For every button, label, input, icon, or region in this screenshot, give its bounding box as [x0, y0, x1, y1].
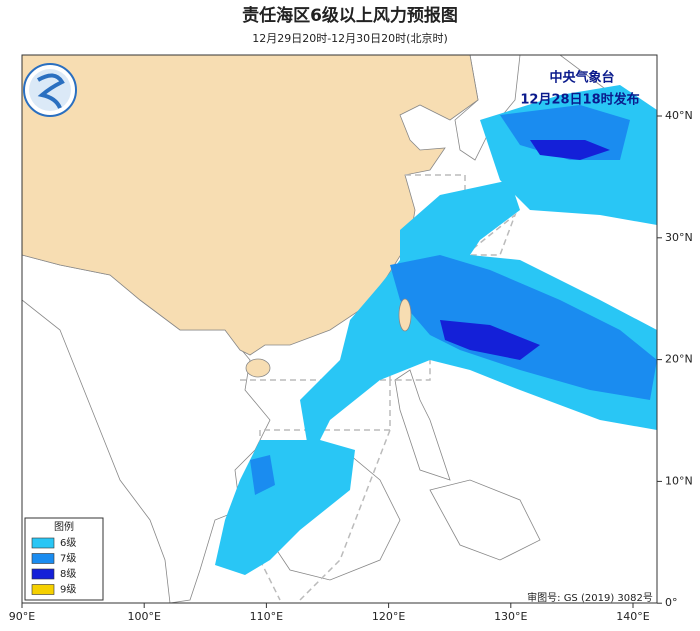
legend-swatch [31, 584, 55, 595]
title: 责任海区6级以上风力预报图 [242, 5, 458, 26]
legend-label: 9级 [60, 584, 76, 596]
legend-swatch [31, 537, 55, 549]
wind-area [440, 320, 540, 360]
legend-label: 8级 [60, 568, 76, 580]
map-frame [21, 54, 658, 604]
wind-area [250, 455, 275, 495]
wind-area [215, 440, 355, 575]
x-tick-label: 110°E [250, 610, 283, 623]
wind-areas [215, 85, 657, 575]
review-number: 审图号: GS (2019) 3082号 [527, 591, 653, 604]
y-tick-label: 10°N [665, 474, 693, 487]
y-tick-label: 30°N [665, 231, 693, 244]
y-tick-label: 20°N [665, 353, 693, 366]
x-tick-label: 130°E [494, 610, 527, 623]
legend-swatch [31, 568, 55, 580]
wind-area [390, 255, 657, 400]
legend: 图例 6级 7级 8级 9级 [24, 517, 104, 601]
issue-time: 12月28日18时发布 [520, 92, 639, 108]
x-tick-label: 100°E [127, 610, 160, 623]
map-area [22, 55, 657, 603]
y-tick-label: 0° [665, 596, 678, 609]
legend-label: 7级 [60, 553, 76, 565]
legend-swatch [31, 553, 55, 564]
x-tick-label: 90°E [9, 610, 35, 623]
x-tick-label: 120°E [372, 610, 405, 623]
x-tick-label: 140°E [616, 610, 649, 623]
legend-title: 图例 [54, 520, 74, 533]
legend-label: 6级 [60, 537, 76, 549]
y-tick-label: 40°N [665, 109, 693, 122]
subtitle: 12月29日20时-12月30日20时(北京时) [252, 31, 448, 45]
agency: 中央气象台 [549, 70, 614, 86]
logo [23, 63, 77, 117]
wind-area [530, 140, 610, 160]
